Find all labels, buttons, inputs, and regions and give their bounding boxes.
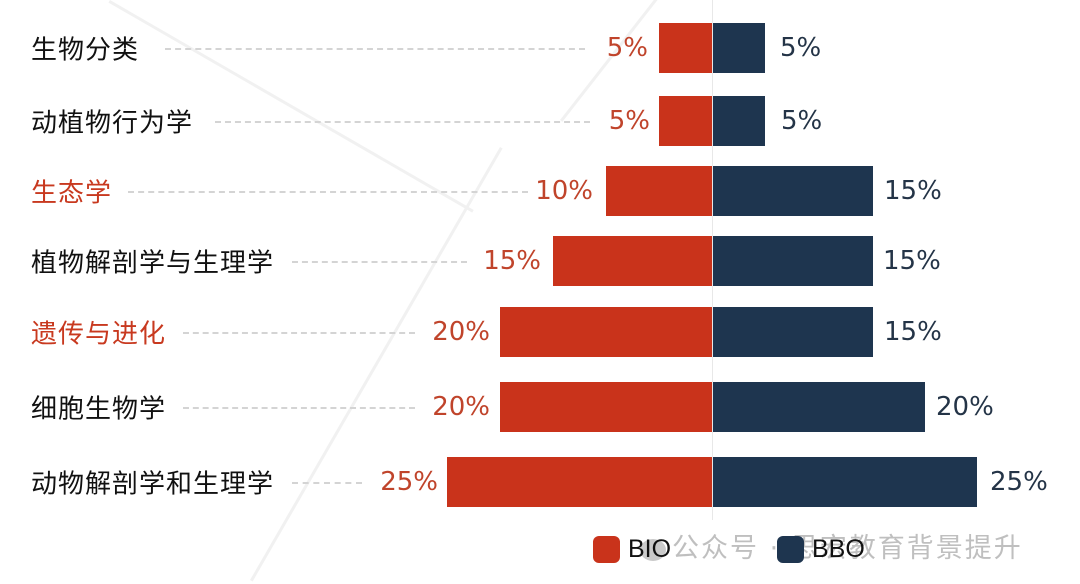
category-label: 细胞生物学 [31,394,167,425]
bio-bar [659,96,712,146]
category-label-highlighted: 遗传与进化 [31,319,167,350]
bio-value: 20% [432,317,490,347]
category-label-highlighted: 生态学 [31,178,113,209]
wechat-icon [640,538,666,561]
chart-row: 植物解剖学与生理学 15% 15% [0,236,1080,286]
bbo-bar [713,457,977,507]
bbo-value: 20% [936,392,994,422]
bbo-value: 15% [884,317,942,347]
bbo-bar [713,96,765,146]
chart-row: 动植物行为学 5% 5% [0,96,1080,146]
leader-line [183,407,415,409]
leader-line [165,48,585,50]
bio-bar [659,23,712,73]
bbo-value: 25% [990,467,1048,497]
bbo-bar [713,166,873,216]
category-label: 生物分类 [31,35,140,66]
leader-line [183,332,415,334]
bbo-swatch-icon [777,535,804,563]
watermark-text: 公众号 · 思宏教育背景提升 [672,533,1023,564]
chart-row: 动物解剖学和生理学 25% 25% [0,457,1080,507]
bbo-bar [713,382,925,432]
bio-value: 20% [432,392,490,422]
bbo-value: 5% [781,106,823,136]
legend-item-bio: BIO [593,533,671,565]
bio-bar [606,166,712,216]
bbo-value: 5% [780,33,822,63]
bio-value: 5% [608,106,650,136]
center-axis [712,0,713,520]
category-label: 动物解剖学和生理学 [31,469,275,500]
chart-row: 细胞生物学 20% 20% [0,382,1080,432]
bio-bar [553,236,712,286]
bio-swatch-icon [593,535,620,563]
category-label: 植物解剖学与生理学 [31,248,275,279]
bbo-value: 15% [884,176,942,206]
bio-bar [500,307,712,357]
bbo-bar [713,307,873,357]
bio-value: 5% [606,33,648,63]
bio-value: 15% [483,246,541,276]
leader-line [215,121,590,123]
bio-value: 25% [380,467,438,497]
leader-line [292,482,362,484]
leader-line [128,191,528,193]
leader-line [292,261,467,263]
bio-bar [500,382,712,432]
legend-label: BIO [628,534,672,563]
chart-row: 生物分类 5% 5% [0,23,1080,73]
chart-row: 生态学 10% 15% [0,166,1080,216]
bbo-bar [713,236,873,286]
watermark: 公众号 · 思宏教育背景提升 [640,526,1023,565]
category-label: 动植物行为学 [31,108,194,139]
chart-row: 遗传与进化 20% 15% [0,307,1080,357]
bbo-value: 15% [883,246,941,276]
bio-bar [447,457,712,507]
bio-value: 10% [535,176,593,206]
legend-item-bbo: BBO [777,533,865,565]
bbo-bar [713,23,765,73]
legend-label: BBO [812,534,865,563]
